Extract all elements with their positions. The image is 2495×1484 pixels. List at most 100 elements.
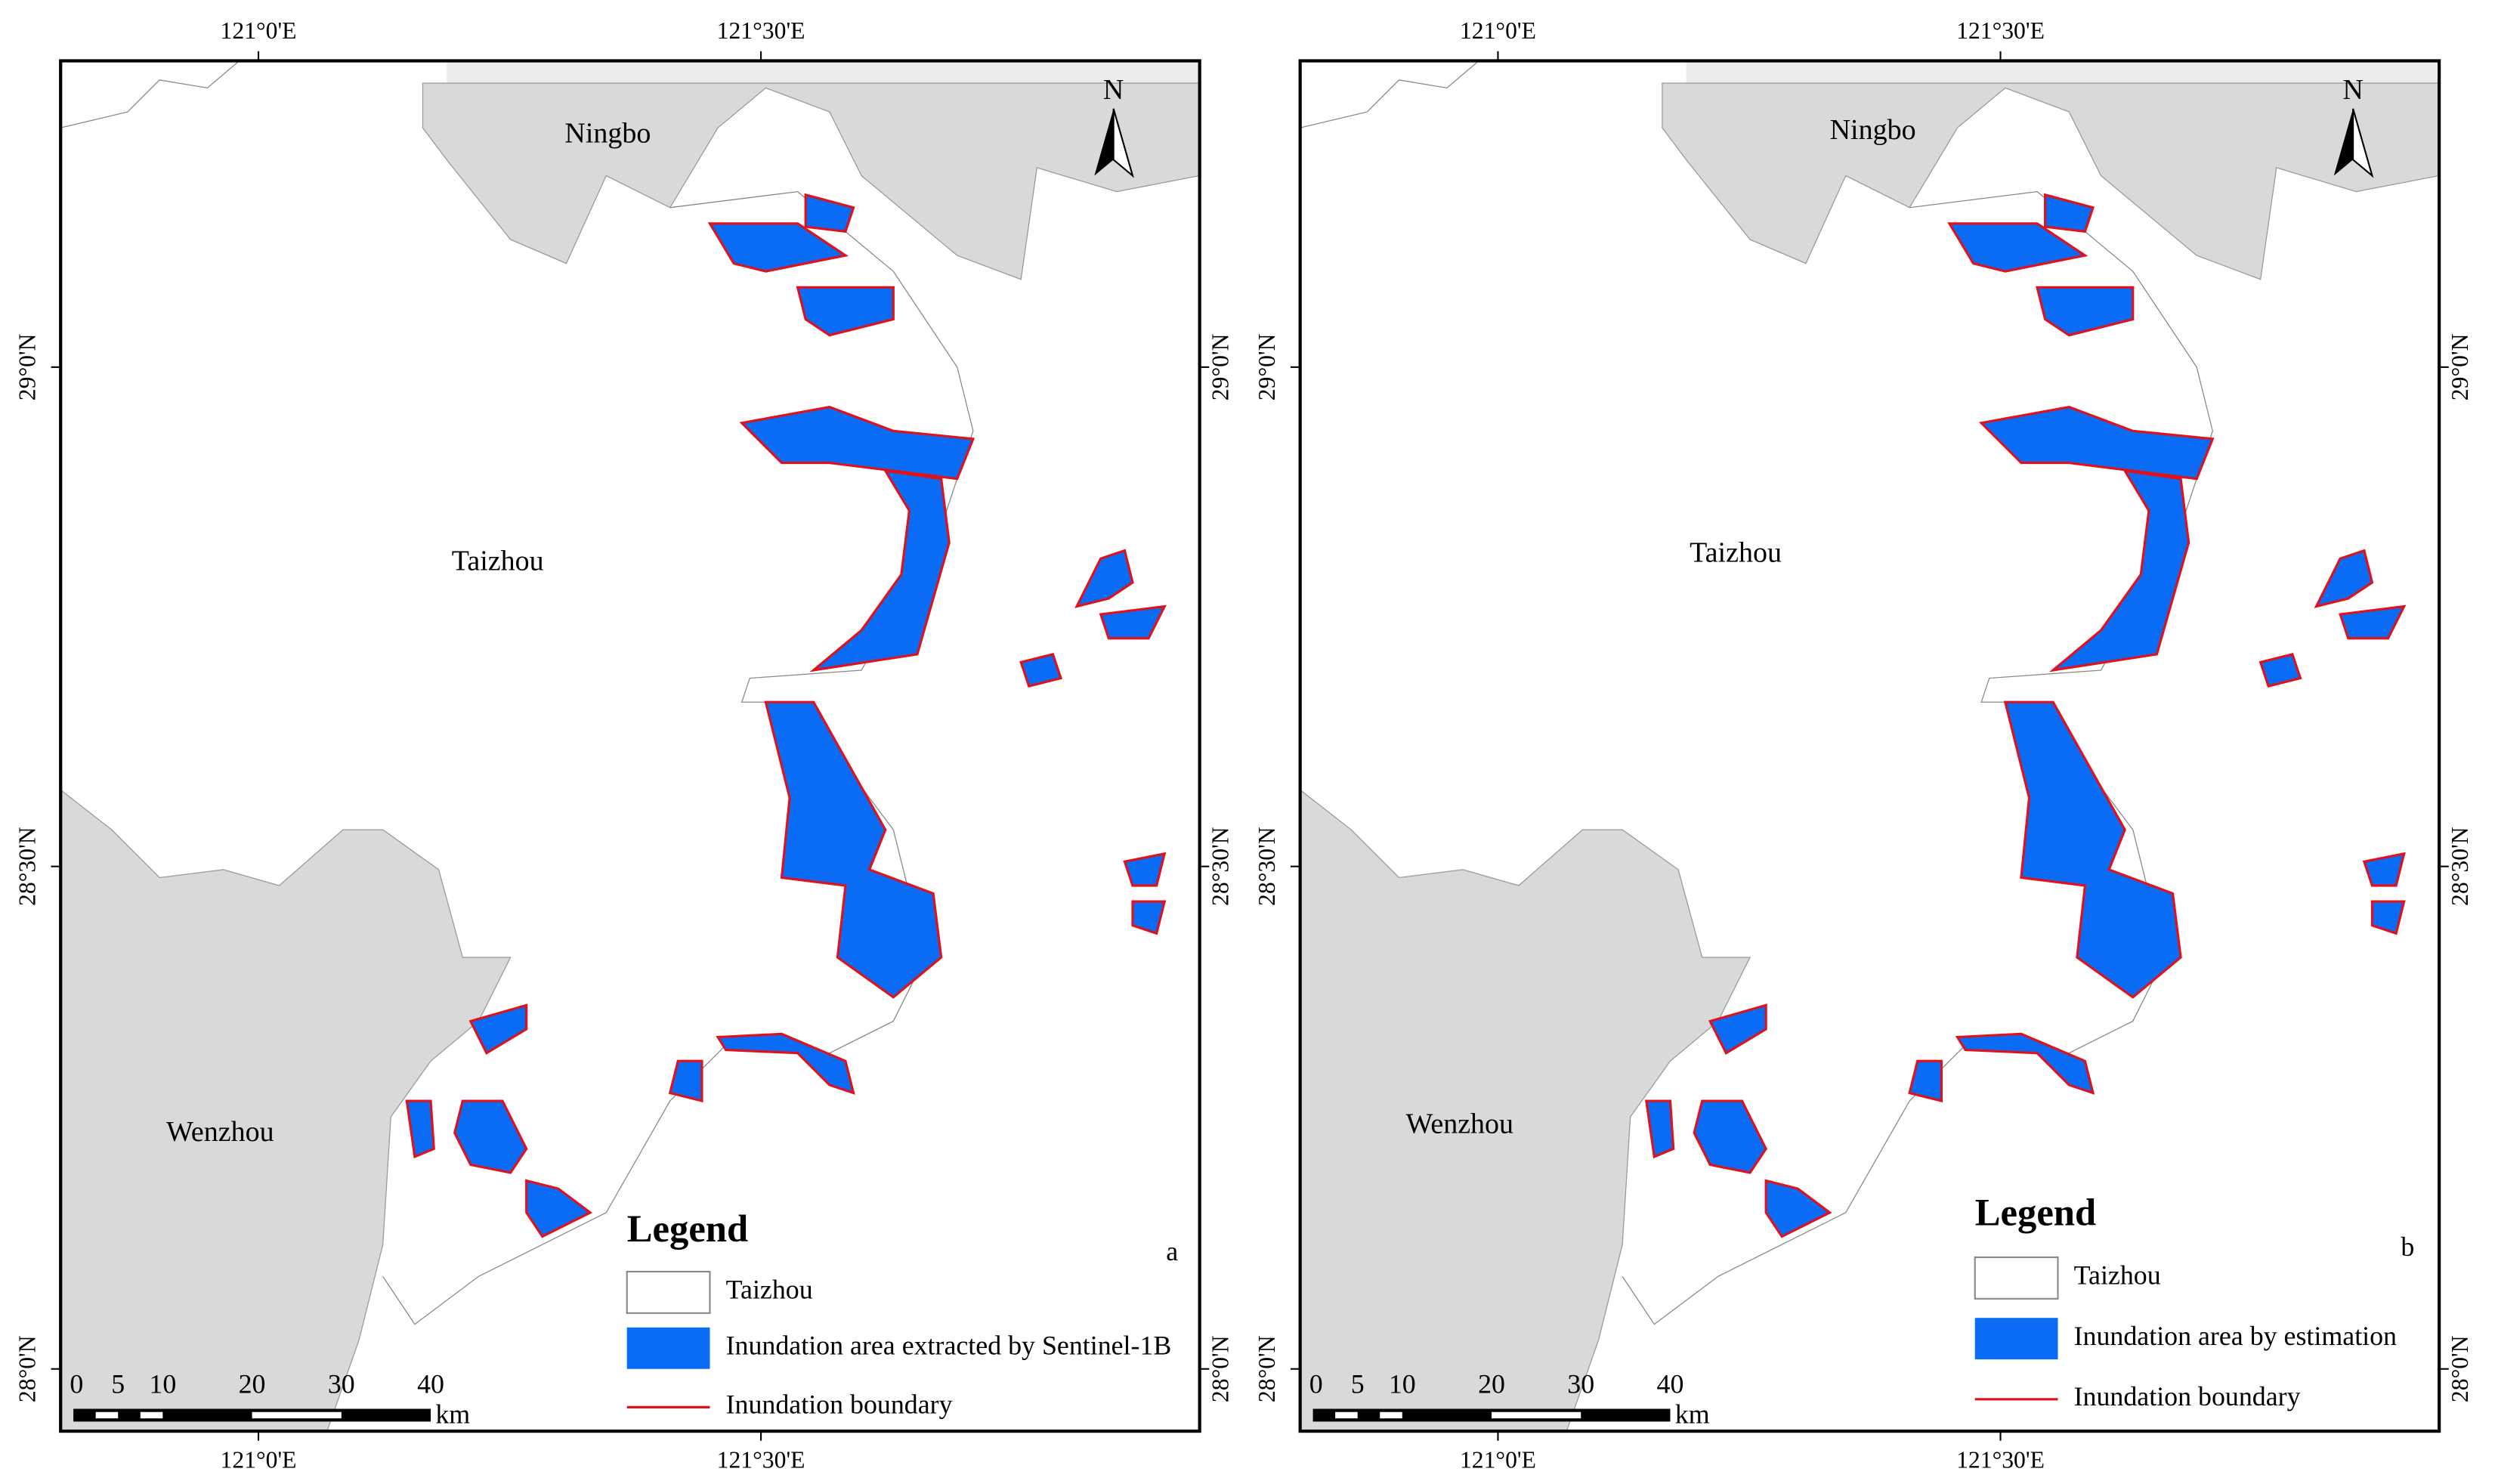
inundation-area xyxy=(1123,852,1167,887)
lon-label: 121°30'E xyxy=(717,1447,805,1473)
inundation-area xyxy=(2339,604,2407,640)
inundation-area xyxy=(2048,469,2190,672)
inundation-area xyxy=(2044,193,2095,233)
coastline xyxy=(60,60,240,128)
scale-bar-seg xyxy=(252,1411,342,1419)
lon-label: 121°30'E xyxy=(717,17,805,44)
land-wenzhou xyxy=(1300,789,1751,1432)
scale-bar-seg xyxy=(1492,1411,1581,1419)
inundation-area xyxy=(2370,900,2406,935)
lon-label: 121°0'E xyxy=(1460,1447,1536,1473)
scale-bar-seg xyxy=(95,1411,119,1419)
place-name: Taizhou xyxy=(1690,537,1782,569)
inundation-area xyxy=(804,193,855,233)
inundation-area xyxy=(525,1179,593,1238)
legend-item: Taizhou xyxy=(726,1275,813,1305)
legend-item: Inundation area extracted by Sentinel-1B xyxy=(726,1331,1172,1361)
scale-label: 5 xyxy=(1351,1368,1365,1399)
lon-label: 121°0'E xyxy=(221,17,297,44)
inundation-area xyxy=(1978,406,2215,481)
scale-bar-seg xyxy=(1380,1411,1402,1419)
scale-label: 10 xyxy=(1389,1368,1416,1399)
inundation-area xyxy=(1764,1179,1832,1238)
north-arrow xyxy=(2352,108,2374,178)
legend-swatch xyxy=(1974,1318,2058,1360)
legend-swatch xyxy=(626,1327,710,1369)
inundation-area xyxy=(1693,1099,1767,1174)
legend-item: Inundation area by estimation xyxy=(2074,1321,2397,1351)
legend-swatch xyxy=(1974,1256,2059,1300)
scale-label: 0 xyxy=(1309,1368,1323,1399)
top-strip xyxy=(447,60,1200,84)
scale-label: 30 xyxy=(1567,1368,1594,1399)
legend-item: Inundation boundary xyxy=(2074,1381,2301,1411)
lon-label: 121°0'E xyxy=(1460,17,1536,44)
lat-label: 28°0'N xyxy=(2447,1335,2473,1402)
scale-label: 40 xyxy=(1657,1368,1684,1399)
lat-label: 29°0'N xyxy=(14,333,40,400)
lat-label: 28°30'N xyxy=(1207,827,1234,906)
inundation-area xyxy=(405,1099,435,1159)
lat-label: 28°0'N xyxy=(1254,1335,1280,1402)
north-arrow xyxy=(1112,108,1134,178)
land-ningbo xyxy=(1662,82,2440,280)
lat-label: 28°0'N xyxy=(14,1335,40,1402)
place-name: Ningbo xyxy=(1830,114,1916,146)
scale-label: 0 xyxy=(70,1368,83,1399)
inundation-area xyxy=(1644,1099,1675,1159)
lat-label: 28°30'N xyxy=(1254,827,1280,906)
north-label: N xyxy=(1103,74,1124,106)
lat-label: 28°30'N xyxy=(2447,827,2473,906)
scale-label: 5 xyxy=(111,1368,125,1399)
land-wenzhou xyxy=(60,789,512,1432)
scale-unit: km xyxy=(435,1399,470,1430)
map-frame xyxy=(59,59,1201,1433)
inundation-area xyxy=(739,406,975,481)
scale-label: 20 xyxy=(1478,1368,1505,1399)
lat-label: 29°0'N xyxy=(1207,333,1234,400)
inundation-area xyxy=(716,1032,855,1095)
inundation-area xyxy=(1099,604,1167,640)
scale-label: 10 xyxy=(149,1368,176,1399)
place-name: Ningbo xyxy=(564,117,651,149)
scale-label: 20 xyxy=(239,1368,266,1399)
inundation-area xyxy=(668,1059,703,1103)
inundation-area xyxy=(809,469,951,672)
place-name: Wenzhou xyxy=(166,1116,274,1148)
inundation-area xyxy=(1908,1059,1943,1103)
inundation-area xyxy=(707,222,849,273)
inundation-area xyxy=(2036,286,2135,337)
map-panel: 121°0'E 121°0'E 121°30'E 121°30'E 29°0'N 29°0… xyxy=(14,17,1233,1473)
inundation-area xyxy=(2003,700,2182,999)
coastline xyxy=(1300,60,1479,128)
north-label: N xyxy=(2342,74,2363,106)
scale-label: 30 xyxy=(328,1368,355,1399)
inundation-area xyxy=(1131,900,1167,935)
scale-bar-seg xyxy=(140,1411,163,1419)
scale-unit: km xyxy=(1675,1399,1710,1430)
lat-label: 28°30'N xyxy=(14,827,40,906)
scale-label: 40 xyxy=(417,1368,444,1399)
inundation-area xyxy=(764,700,943,999)
legend-swatch xyxy=(626,1270,711,1314)
top-strip xyxy=(1686,60,2440,84)
legend-title: Legend xyxy=(627,1207,748,1250)
map-panel: 121°0'E 121°0'E 121°30'E 121°30'E 29°0'N 29°0… xyxy=(1254,17,2473,1473)
inundation-area xyxy=(1708,1003,1767,1055)
lat-label: 29°0'N xyxy=(2447,333,2473,400)
inundation-area xyxy=(796,286,895,337)
inundation-area xyxy=(2362,852,2406,887)
scale-bar-seg xyxy=(1335,1411,1358,1419)
inundation-area xyxy=(1955,1032,2095,1095)
inundation-area xyxy=(2258,652,2302,688)
land-ningbo xyxy=(422,82,1201,280)
place-name: Wenzhou xyxy=(1406,1108,1514,1140)
map-frame xyxy=(1298,59,2441,1433)
legend-item: Inundation boundary xyxy=(726,1390,953,1420)
lat-label: 28°0'N xyxy=(1207,1335,1234,1402)
inundation-area xyxy=(1947,222,2088,273)
legend-title: Legend xyxy=(1975,1192,2096,1234)
inundation-area xyxy=(468,1003,528,1055)
